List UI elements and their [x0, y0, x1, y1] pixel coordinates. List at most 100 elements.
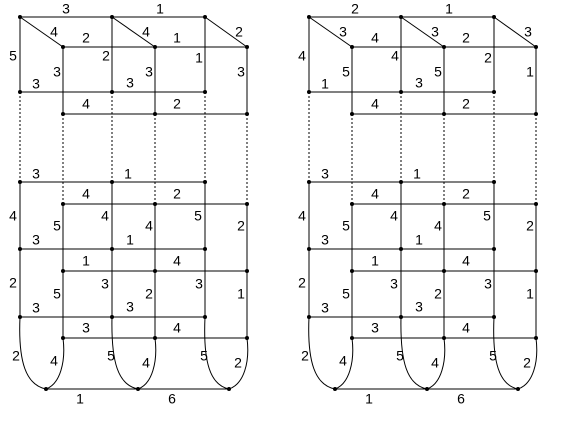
vertex-dot	[399, 90, 403, 94]
curved-edge	[137, 337, 157, 390]
vertex-dot	[18, 180, 22, 184]
edge-weight-label: 2	[462, 96, 470, 112]
vertex-dot	[492, 247, 496, 251]
edge-line	[308, 16, 353, 48]
vertex-dot	[203, 247, 207, 251]
vertex-dot	[153, 269, 157, 273]
vertex-dot	[110, 247, 114, 251]
edge-weight-label: 4	[145, 218, 153, 234]
edge-weight-label: 4	[371, 186, 379, 202]
edge-weight-label: 1	[76, 391, 84, 407]
edge-weight-label: 1	[526, 286, 534, 302]
vertex-dot	[61, 336, 65, 340]
edge-weight-label: 4	[173, 253, 181, 269]
edge-weight-label: 4	[173, 320, 181, 336]
vertex-dot	[153, 112, 157, 116]
vertex-dot	[534, 269, 538, 273]
edge-weight-label: 5	[200, 348, 208, 364]
edge-weight-label: 3	[145, 64, 153, 80]
edge-weight-label: 1	[126, 232, 134, 248]
vertex-dot	[307, 315, 311, 319]
edge-weight-label: 3	[484, 276, 492, 292]
vertex-dot	[516, 387, 520, 391]
edge-weight-label: 5	[9, 48, 17, 64]
vertex-dot	[153, 202, 157, 206]
vertex-dot	[399, 180, 403, 184]
vertex-dot	[399, 247, 403, 251]
edge-weight-label: 4	[462, 253, 470, 269]
vertex-dot	[307, 180, 311, 184]
vertex-dot	[153, 336, 157, 340]
edge-weight-label: 4	[371, 30, 379, 46]
edge-weight-label: 3	[321, 166, 329, 182]
edge-weight-label: 2	[301, 348, 309, 364]
edge-weight-label: 3	[237, 64, 245, 80]
edge-weight-label: 4	[82, 186, 90, 202]
edge-weight-label: 3	[126, 299, 134, 315]
edge-weight-label: 3	[32, 166, 40, 182]
edge-weight-label: 5	[434, 64, 442, 80]
edge-weight-label: 2	[234, 355, 242, 371]
edge-weight-label: 4	[9, 208, 17, 224]
edge-weight-label: 2	[12, 348, 20, 364]
curved-edge	[45, 337, 65, 390]
edge-weight-label: 3	[32, 76, 40, 92]
vertex-dot	[245, 112, 249, 116]
vertex-dot	[534, 112, 538, 116]
edge-weight-label: 5	[483, 208, 491, 224]
edge-weight-label: 1	[321, 76, 329, 92]
edge-weight-label: 2	[173, 186, 181, 202]
edge-weight-label: 6	[168, 391, 176, 407]
curved-edge	[426, 337, 446, 390]
edge-weight-label: 1	[82, 253, 90, 269]
vertex-dot	[492, 15, 496, 19]
vertex-dot	[18, 247, 22, 251]
vertex-dot	[203, 315, 207, 319]
edge-weight-label: 4	[298, 208, 306, 224]
edge-weight-label: 4	[101, 208, 109, 224]
edge-line	[111, 16, 156, 48]
vertex-dot	[110, 315, 114, 319]
edge-line	[493, 16, 537, 48]
vertex-dot	[44, 387, 48, 391]
edge-weight-label: 1	[413, 166, 421, 182]
edge-weight-label: 3	[321, 232, 329, 248]
edge-line	[204, 16, 248, 48]
edge-weight-label: 5	[342, 218, 350, 234]
edge-weight-label: 1	[371, 253, 379, 269]
edge-weight-label: 1	[124, 166, 132, 182]
vertex-dot	[425, 387, 429, 391]
curved-edge	[400, 316, 428, 390]
vertex-dot	[61, 269, 65, 273]
edge-weight-label: 2	[484, 50, 492, 66]
vertex-dot	[110, 90, 114, 94]
curved-edge	[517, 337, 538, 390]
vertex-dot	[442, 336, 446, 340]
vertex-dot	[534, 336, 538, 340]
edge-weight-label: 3	[126, 75, 134, 91]
edge-weight-label: 4	[339, 353, 347, 369]
edge-weight-label: 5	[194, 208, 202, 224]
edge-weight-label: 2	[462, 186, 470, 202]
edge-weight-label: 1	[237, 286, 245, 302]
edge-weight-label: 3	[339, 24, 347, 40]
curved-edge	[228, 337, 249, 390]
edge-weight-label: 5	[53, 218, 61, 234]
edge-weight-label: 5	[53, 286, 61, 302]
edge-line	[400, 16, 445, 48]
edge-weight-label: 3	[195, 276, 203, 292]
vertex-dot	[18, 15, 22, 19]
vertex-dot	[61, 45, 65, 49]
edge-weight-label: 3	[321, 300, 329, 316]
vertex-dot	[534, 202, 538, 206]
edge-weight-label: 2	[298, 275, 306, 291]
vertex-dot	[442, 45, 446, 49]
vertex-dot	[350, 202, 354, 206]
edge-weight-label: 1	[415, 232, 423, 248]
edge-weight-label: 3	[415, 299, 423, 315]
edge-weight-label: 1	[526, 64, 534, 80]
edge-weight-label: 5	[107, 348, 115, 364]
edge-weight-label: 2	[145, 286, 153, 302]
vertex-dot	[307, 247, 311, 251]
